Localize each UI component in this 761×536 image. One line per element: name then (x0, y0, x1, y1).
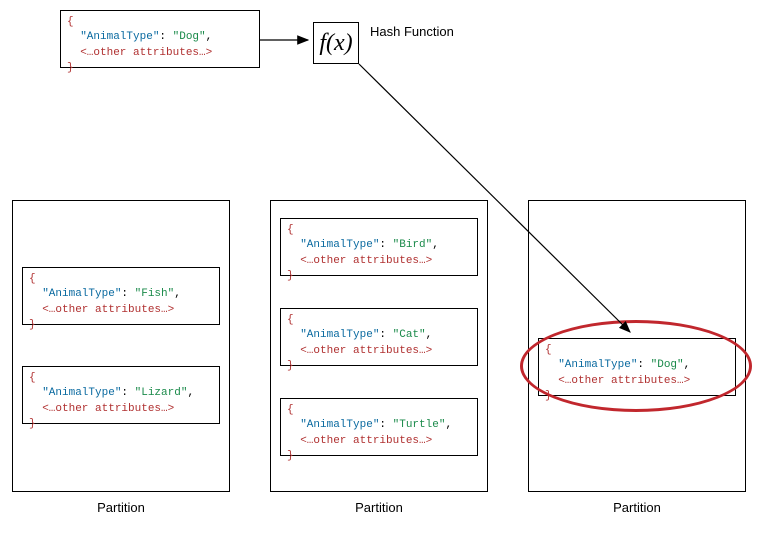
json-item-turtle: { "AnimalType": "Turtle", <…other attrib… (280, 398, 478, 456)
json-item-bird: { "AnimalType": "Bird", <…other attribut… (280, 218, 478, 276)
partition-label-1: Partition (12, 500, 230, 515)
partition-label-3: Partition (528, 500, 746, 515)
hash-symbol: f(x) (319, 30, 352, 57)
brace-close: } (67, 62, 74, 74)
json-item-fish: { "AnimalType": "Fish", <…other attribut… (22, 267, 220, 325)
hash-function-box: f(x) (313, 22, 359, 64)
partition-container-1 (12, 200, 230, 492)
json-item-lizard: { "AnimalType": "Lizard", <…other attrib… (22, 366, 220, 424)
hash-function-label: Hash Function (370, 24, 454, 39)
input-json-box: { "AnimalType": "Dog", <…other attribute… (60, 10, 260, 68)
json-key: "AnimalType" (80, 31, 159, 43)
json-item-cat: { "AnimalType": "Cat", <…other attribute… (280, 308, 478, 366)
json-item-dog: { "AnimalType": "Dog", <…other attribute… (538, 338, 736, 396)
partition-label-2: Partition (270, 500, 488, 515)
brace-open: { (67, 16, 74, 28)
json-value: "Dog" (173, 31, 206, 43)
json-other: <…other attributes…> (80, 47, 212, 59)
